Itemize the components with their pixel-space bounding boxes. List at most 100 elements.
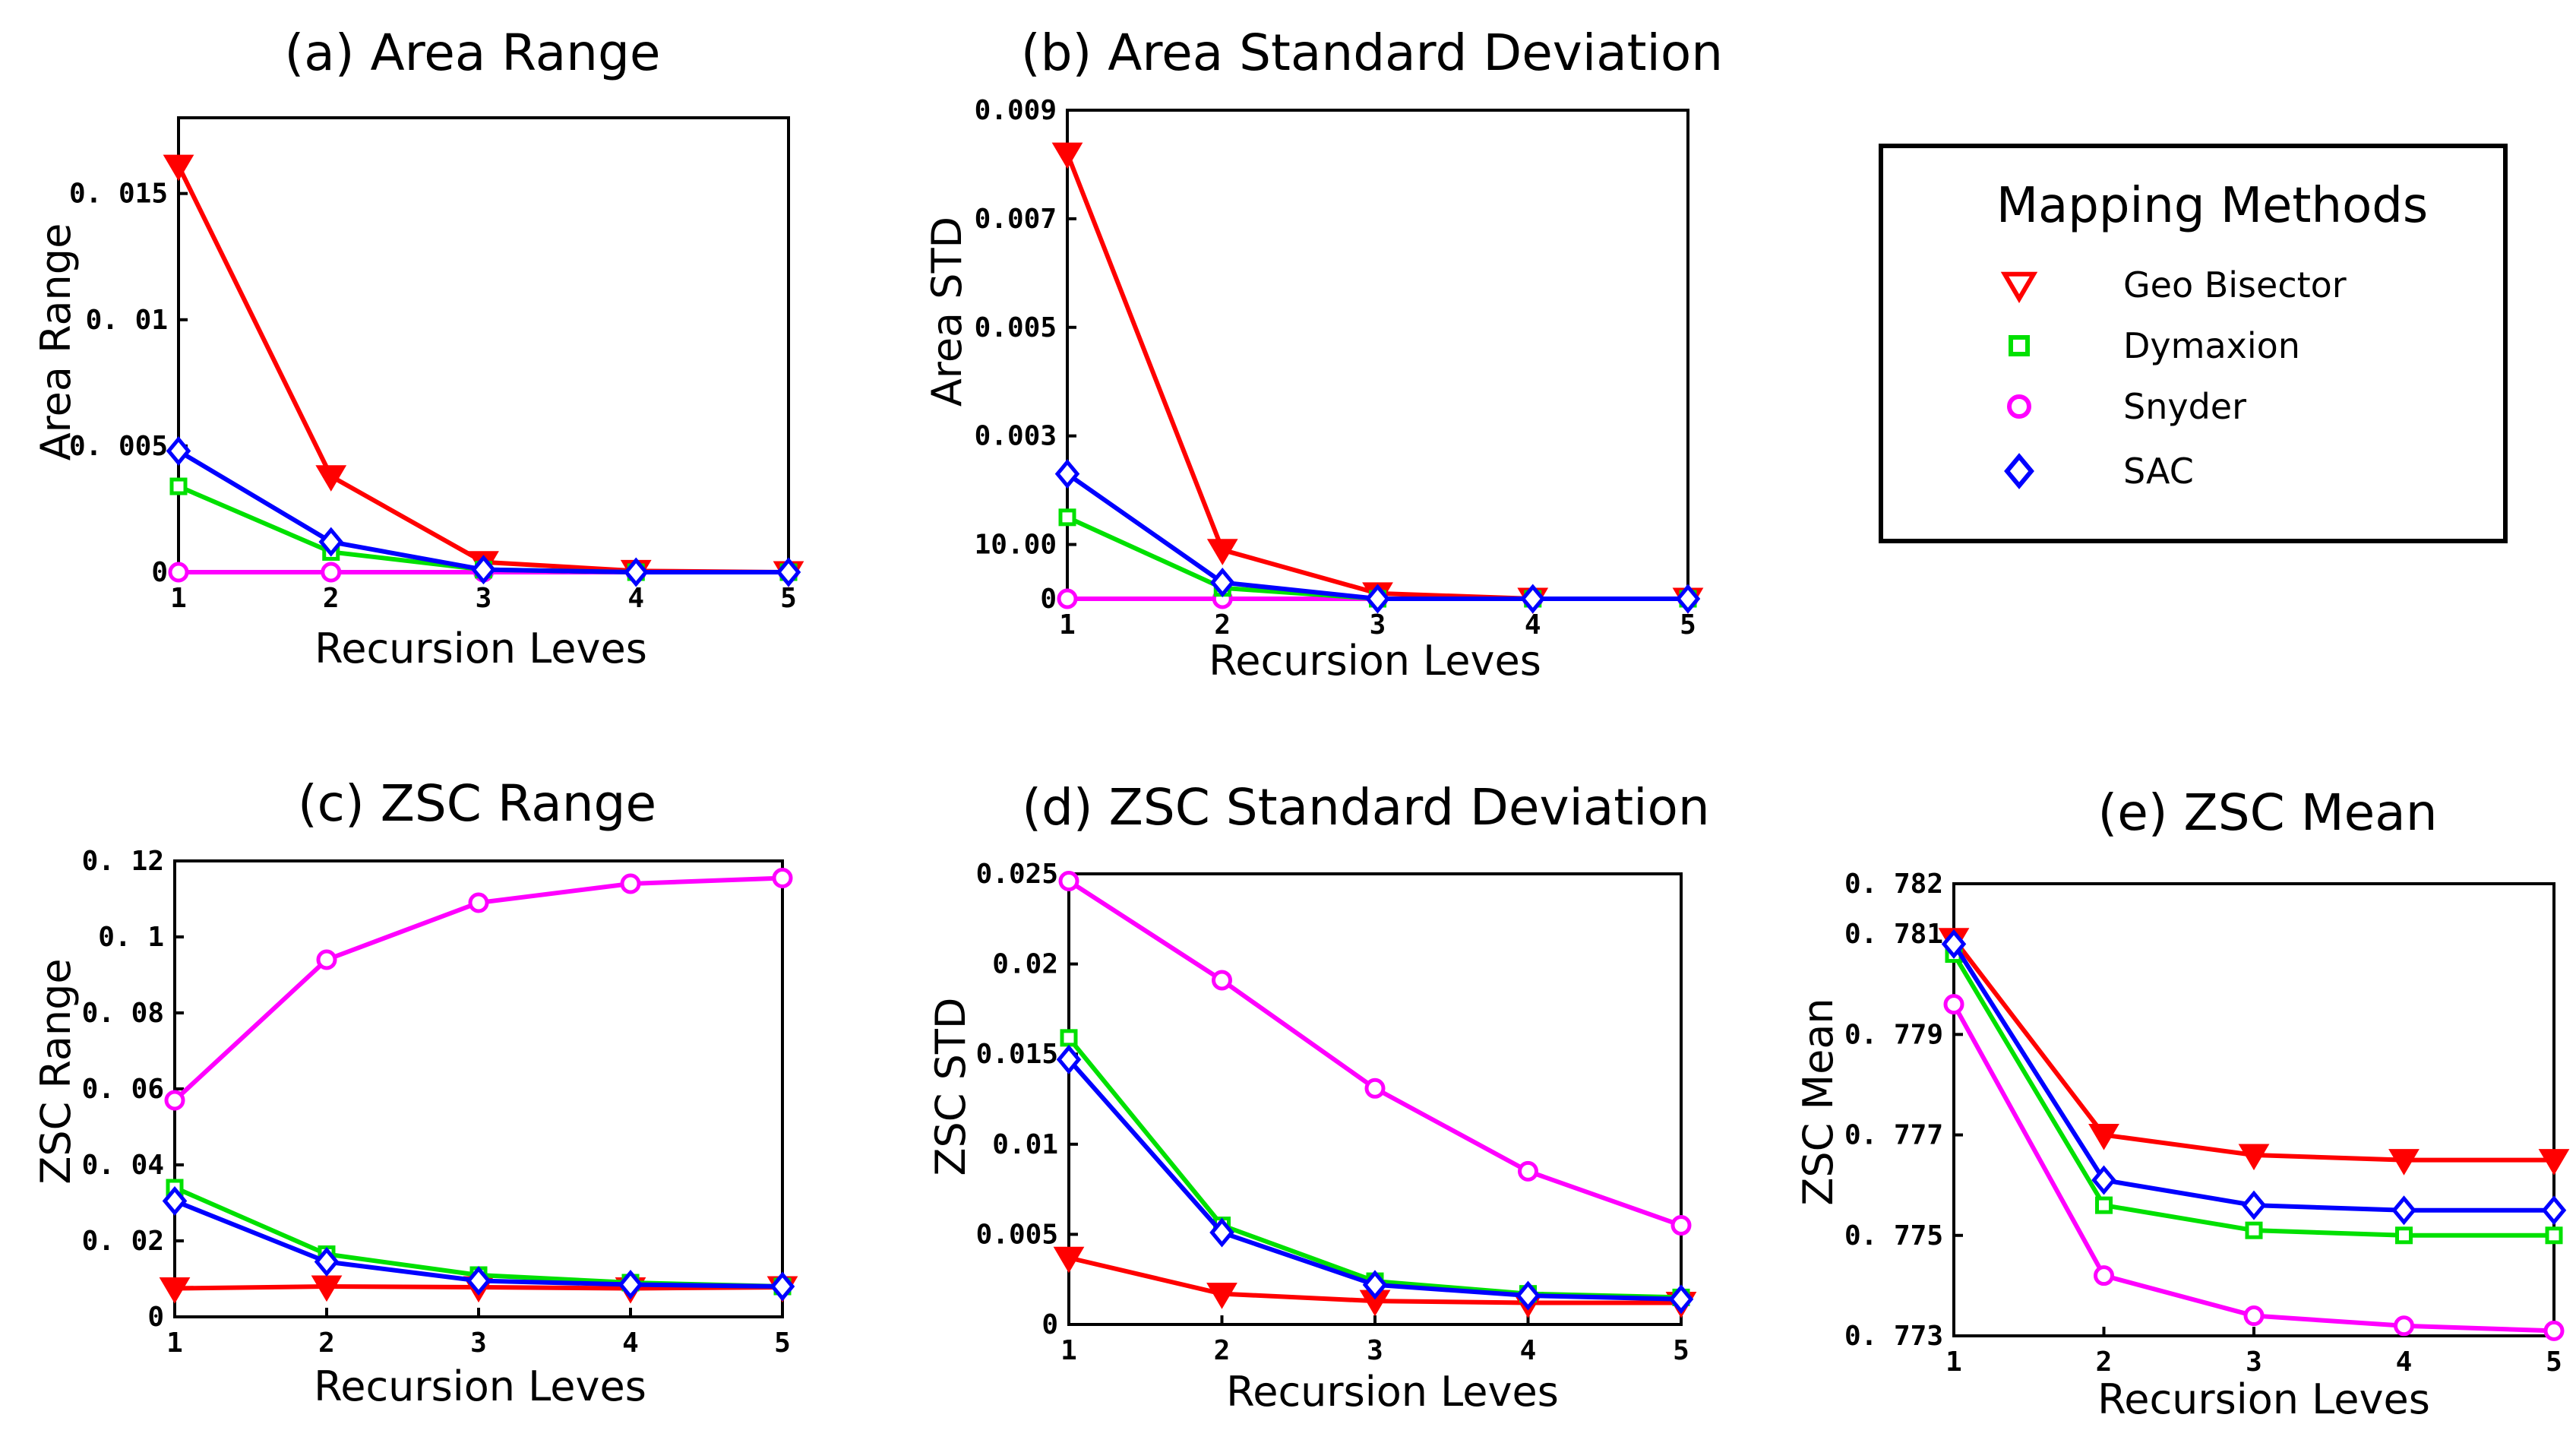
data-point-sac-c — [466, 1265, 491, 1296]
data-point-sac-c — [314, 1246, 340, 1277]
chart-title-c: (c) ZSC Range — [298, 774, 656, 833]
x-tick-label-b: 2 — [1214, 609, 1231, 641]
legend-label-dymaxion: Dymaxion — [2123, 325, 2300, 366]
data-point-dymaxion-e — [2095, 1196, 2113, 1214]
y-tick-label-d: 0.015 — [976, 1039, 1058, 1070]
data-point-sac-b — [1520, 584, 1546, 614]
chart-panel-c: (c) ZSC Range Recursion Leves ZSC Range — [32, 774, 656, 1410]
y-tick-label-e: 0. 782 — [1844, 869, 1943, 900]
y-tick-label-e: 0. 775 — [1844, 1220, 1943, 1252]
y-tick-label-b: 0.009 — [975, 95, 1057, 126]
data-point-snyder-c — [316, 949, 337, 970]
x-tick-label-e: 2 — [2096, 1346, 2113, 1378]
data-point-snyder-d — [1518, 1160, 1538, 1182]
data-point-snyder-d — [1058, 870, 1079, 891]
data-point-snyder-e — [2543, 1320, 2565, 1341]
legend-marker-sac — [2004, 453, 2034, 489]
x-tick-label-b: 3 — [1370, 609, 1386, 641]
data-point-geo-bisector-d — [1053, 1246, 1085, 1274]
data-point-snyder-d — [1212, 970, 1232, 991]
x-tick-label-c: 1 — [166, 1327, 183, 1359]
data-point-sac-a — [318, 527, 344, 557]
x-axis-label-d: Recursion Leves — [1226, 1368, 1559, 1416]
y-tick-label-b: 0 — [1040, 584, 1057, 615]
legend-label-geo-bisector: Geo Bisector — [2123, 264, 2347, 305]
data-point-geo-bisector-e — [2538, 1149, 2570, 1176]
data-point-sac-e — [2391, 1195, 2416, 1226]
x-tick-label-a: 4 — [627, 583, 644, 614]
legend-marker-snyder — [2007, 394, 2031, 419]
y-axis-label-e: ZSC Mean — [1794, 998, 1842, 1205]
x-tick-label-a: 3 — [476, 583, 492, 614]
chart-panel-d: (d) ZSC Standard Deviation Recursion Lev… — [927, 778, 1710, 1416]
plot-area-d: 0 0.005 0.01 0.015 0.02 0.025 1 2 3 4 5 — [976, 859, 1697, 1366]
x-tick-label-b: 5 — [1680, 609, 1696, 641]
y-tick-label-c: 0. 12 — [82, 846, 164, 877]
legend-marker-geo-bisector — [2000, 271, 2038, 303]
y-tick-label-d: 0.02 — [992, 949, 1058, 980]
x-axis-label-b: Recursion Leves — [1209, 637, 1541, 685]
y-tick-label-a: 0. 005 — [69, 431, 168, 462]
data-point-snyder-c — [772, 868, 793, 888]
data-point-snyder-c — [468, 892, 489, 913]
data-point-dymaxion-b — [1058, 508, 1076, 527]
data-point-sac-d — [1209, 1217, 1234, 1248]
y-tick-label-b: 0.003 — [975, 421, 1057, 452]
y-tick-label-e: 0. 779 — [1844, 1019, 1943, 1050]
chart-title-b: (b) Area Standard Deviation — [1021, 24, 1723, 82]
y-axis-label-a: Area Range — [32, 223, 80, 461]
data-point-dymaxion-e — [2395, 1226, 2413, 1245]
x-tick-label-c: 3 — [470, 1327, 487, 1359]
legend-label-sac: SAC — [2123, 451, 2194, 492]
data-point-geo-bisector-b — [1051, 142, 1083, 169]
x-tick-label-d: 3 — [1367, 1335, 1383, 1366]
data-point-sac-d — [1668, 1284, 1694, 1315]
data-point-sac-c — [618, 1269, 643, 1300]
y-tick-label-c: 0 — [147, 1302, 164, 1333]
chart-panel-e: (e) ZSC Mean Recursion Leves ZSC Mean — [1794, 783, 2438, 1423]
legend-marker-dymaxion — [2009, 335, 2030, 356]
data-point-sac-e — [2541, 1195, 2567, 1226]
x-tick-label-c: 5 — [774, 1327, 791, 1359]
data-point-geo-bisector-a — [163, 154, 194, 182]
data-point-snyder-a — [321, 562, 342, 583]
x-tick-label-a: 1 — [170, 583, 187, 614]
data-point-sac-e — [2091, 1165, 2116, 1195]
x-tick-label-e: 5 — [2546, 1346, 2562, 1378]
y-tick-label-d: 0 — [1041, 1309, 1058, 1340]
data-point-snyder-a — [168, 562, 189, 583]
y-axis-label-d: ZSC STD — [927, 998, 975, 1176]
data-point-snyder-e — [2394, 1315, 2414, 1337]
data-point-sac-b — [1209, 568, 1235, 598]
x-tick-label-d: 1 — [1060, 1335, 1077, 1366]
chart-title-a: (a) Area Range — [285, 24, 661, 82]
plot-area-c: 0 0. 02 0. 04 0. 06 0. 08 0. 1 0. 12 1 2 3 4 5 — [82, 846, 798, 1359]
data-point-dymaxion-e — [2545, 1226, 2563, 1245]
data-point-snyder-d — [1670, 1215, 1692, 1236]
x-tick-label-d: 4 — [1520, 1335, 1537, 1366]
data-point-sac-a — [776, 557, 801, 587]
data-point-sac-b — [1675, 584, 1701, 614]
data-point-dymaxion-d — [1060, 1029, 1078, 1047]
x-tick-label-e: 4 — [2396, 1346, 2413, 1378]
data-point-sac-b — [1365, 584, 1390, 614]
data-point-snyder-d — [1364, 1078, 1386, 1099]
y-axis-label-c: ZSC Range — [32, 958, 80, 1184]
data-point-sac-c — [162, 1185, 188, 1217]
data-point-geo-bisector-d — [1206, 1283, 1237, 1309]
plot-area-a: 0 0. 005 0. 01 0. 015 1 2 3 4 5 — [69, 116, 804, 614]
y-tick-label-a: 0. 01 — [86, 305, 168, 336]
data-point-snyder-e — [2243, 1305, 2265, 1327]
x-tick-label-b: 4 — [1525, 609, 1541, 641]
data-point-snyder-b — [1057, 588, 1078, 609]
data-point-geo-bisector-a — [315, 465, 347, 492]
data-point-geo-bisector-c — [159, 1277, 191, 1304]
x-tick-label-b: 1 — [1059, 609, 1076, 641]
x-tick-label-d: 2 — [1214, 1335, 1231, 1366]
data-point-sac-d — [1516, 1280, 1541, 1311]
y-tick-label-d: 0.005 — [976, 1219, 1058, 1250]
y-tick-label-b: 0.005 — [975, 312, 1057, 343]
chart-panel-a: (a) Area Range Recursion Leves Area Rang… — [32, 24, 660, 672]
data-point-sac-b — [1054, 459, 1080, 489]
chart-panel-b: (b) Area Standard Deviation Recursion Le… — [923, 24, 1723, 685]
